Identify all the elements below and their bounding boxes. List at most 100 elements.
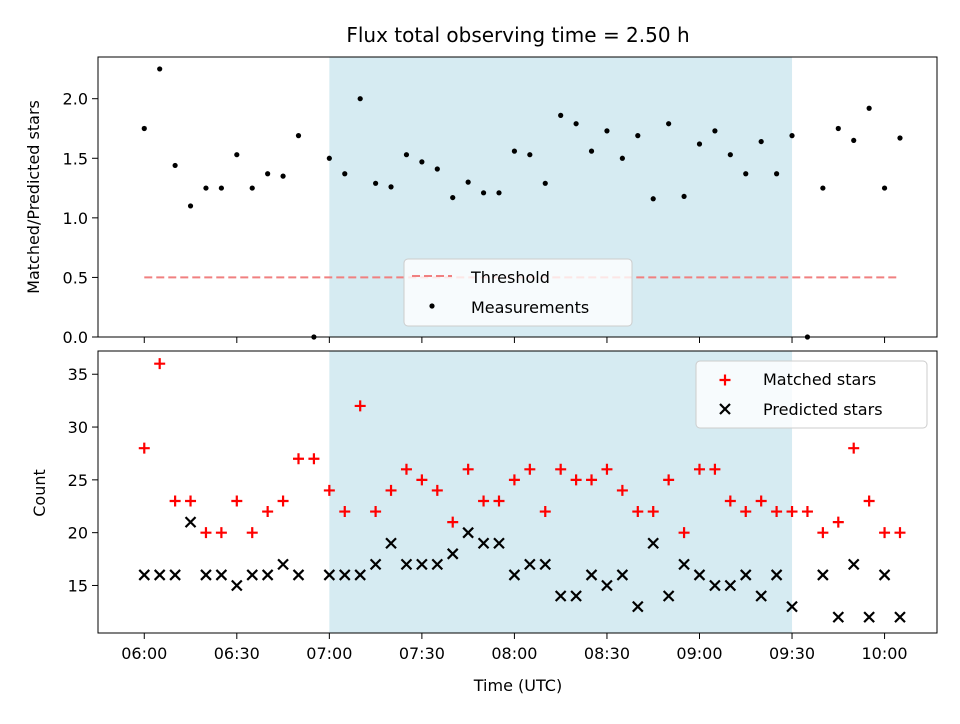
predicted-star-point (231, 579, 243, 592)
measurement-point (388, 184, 394, 190)
measurement-point (342, 171, 348, 177)
predicted-star-point (493, 537, 505, 550)
top-ytick-label: 1.0 (63, 209, 88, 228)
predicted-star-point (832, 611, 845, 623)
predicted-star-point (662, 590, 675, 602)
matched-star-point (447, 516, 459, 528)
top-ytick-label: 2.0 (63, 90, 88, 109)
predicted-star-point (539, 558, 552, 571)
measurement-point (696, 141, 703, 147)
top-ytick-label: 0.5 (63, 268, 88, 287)
measurement-point (403, 152, 410, 158)
matched-star-point (416, 474, 428, 486)
predicted-star-point (416, 558, 428, 571)
predicted-star-point (246, 569, 259, 581)
measurement-point (758, 138, 764, 145)
bottom-xtick-label: 08:30 (584, 644, 630, 663)
measurement-point (480, 190, 487, 196)
predicted-star-point (585, 569, 598, 581)
bottom-ytick-label: 15 (68, 576, 88, 595)
predicted-star-point (786, 600, 798, 613)
predicted-star-point (616, 569, 629, 581)
predicted-star-point (323, 569, 336, 581)
matched-star-point (647, 506, 659, 518)
measurement-point (511, 148, 518, 154)
bottom-xtick-label: 07:00 (306, 644, 352, 663)
predicted-star-point (678, 558, 690, 571)
matched-star-point (709, 463, 721, 475)
matched-star-point (292, 453, 304, 465)
bottom-xtick-label: 09:00 (676, 644, 722, 663)
matched-star-point (678, 527, 690, 539)
measurement-point (820, 185, 826, 191)
matched-star-point (693, 463, 705, 475)
measurement-point (295, 133, 302, 139)
bottom-ytick-label: 20 (68, 524, 88, 543)
measurement-point (573, 121, 579, 127)
matched-star-point (724, 495, 736, 507)
measurement-point (187, 203, 194, 209)
matched-star-point (524, 463, 536, 475)
measurement-point (419, 159, 425, 165)
matched-star-point (478, 495, 490, 507)
measurement-point (835, 125, 841, 132)
measurement-point (866, 105, 872, 111)
top-ytick-label: 0.0 (63, 328, 88, 347)
bottom-xtick-label: 07:30 (399, 644, 445, 663)
matched-star-point (894, 527, 906, 539)
predicted-star-point (400, 558, 413, 571)
matched-star-point (169, 495, 181, 507)
predicted-star-point (724, 579, 737, 592)
predicted-star-point (709, 579, 721, 592)
matched-star-point (848, 442, 860, 454)
matched-star-point (817, 527, 829, 539)
bottom-xtick-label: 06:30 (214, 644, 260, 663)
predicted-star-point (338, 569, 351, 581)
matched-star-point (586, 474, 598, 486)
matched-star-point (832, 516, 844, 528)
matched-star-point (771, 506, 783, 518)
matched-star-point (755, 495, 767, 507)
measurement-point (619, 155, 625, 161)
predicted-star-point (770, 569, 783, 581)
measurement-point (373, 180, 379, 186)
predicted-star-point (431, 558, 444, 571)
predicted-star-point (508, 569, 521, 581)
measurement-point (326, 155, 332, 161)
measurement-point (265, 171, 271, 177)
measurement-point (157, 66, 163, 72)
matched-star-point (400, 463, 412, 475)
predicted-star-point (647, 537, 659, 550)
matched-star-point (154, 358, 166, 370)
bottom-xlabel: Time (UTC) (473, 676, 562, 695)
measurement-point (897, 135, 903, 141)
bottom-legend: Matched stars Predicted stars (695, 360, 928, 429)
predicted-star-point (446, 548, 459, 560)
matched-star-point (385, 484, 397, 496)
measurement-point (465, 179, 471, 185)
predicted-star-point (863, 611, 875, 623)
matched-star-point (632, 506, 644, 518)
top-panel: 0.0 0.5 1.0 1.5 2.0 Threshold Measurements (63, 56, 938, 347)
predicted-star-point (847, 558, 860, 571)
matched-star-point (354, 400, 366, 412)
matched-star-point (539, 506, 551, 518)
legend-measurement-swatch (429, 303, 435, 309)
matched-star-point (262, 506, 274, 518)
measurement-point (496, 190, 502, 196)
predicted-star-point (462, 526, 474, 539)
predicted-star-point (169, 569, 181, 581)
bottom-ylabel: Count (30, 469, 49, 517)
predicted-star-point (894, 611, 906, 623)
measurement-point (681, 193, 687, 200)
measurement-point (558, 112, 564, 118)
legend-predicted-swatch (719, 403, 731, 415)
measurement-point (881, 185, 888, 191)
measurement-point (203, 185, 209, 191)
predicted-star-point (215, 569, 228, 581)
matched-star-point (138, 442, 150, 454)
chart-title: Flux total observing time = 2.50 h (346, 23, 689, 47)
matched-star-point (339, 506, 351, 518)
matched-star-point (801, 506, 813, 518)
legend-matched-swatch (719, 374, 731, 386)
